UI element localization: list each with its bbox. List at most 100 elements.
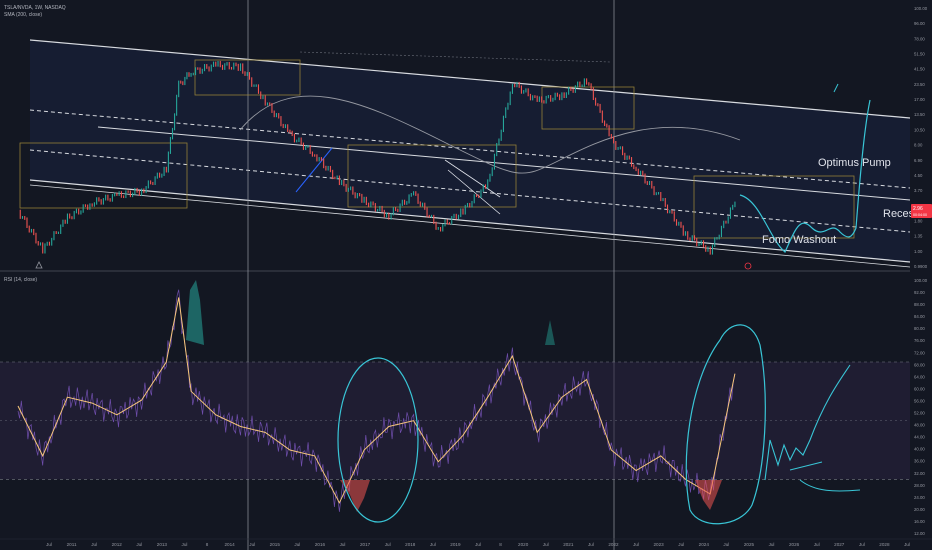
- price-axis-tick-label: 1.00: [914, 249, 923, 254]
- rsi-legend: RSI (14, close): [4, 277, 37, 284]
- time-axis-label: Jul: [430, 542, 436, 547]
- rsi-projection-scribble: [789, 461, 861, 492]
- time-axis-label: 2024: [699, 542, 710, 547]
- price-axis-bg: [910, 0, 932, 550]
- annotation-optimus-pump: Optimus Pump: [818, 157, 891, 169]
- price-axis-tick-label: 23.50: [914, 82, 925, 87]
- rsi-axis-tick-label: 40.00: [914, 447, 925, 452]
- rsi-axis-tick-label: 52.00: [914, 411, 925, 416]
- price-axis-tick-label: 17.00: [914, 97, 925, 102]
- symbol-title: TSLA/NVDA, 1W, NASDAQ: [4, 5, 66, 11]
- rsi-axis-tick-label: 68.00: [914, 362, 925, 367]
- price-axis-tick-label: 4.50: [914, 173, 923, 178]
- time-axis-label: 2018: [405, 542, 416, 547]
- time-axis-label: Jul: [723, 542, 729, 547]
- price-axis-tick-label: 6.90: [914, 158, 923, 163]
- price-axis-tick-label: 1.35: [914, 234, 923, 239]
- price-axis-tick-label: 51.50: [914, 52, 925, 57]
- price-axis-tick-label: 100.00: [914, 6, 928, 11]
- wedge-line-1: [444, 159, 501, 198]
- time-axis-label: Jul: [385, 542, 391, 547]
- time-axis-label: 2013: [157, 542, 168, 547]
- time-axis-label: Jul: [678, 542, 684, 547]
- projection-tick: [833, 83, 839, 93]
- time-axis-label: Jul: [633, 542, 639, 547]
- rsi-axis-tick-label: 80.00: [914, 326, 925, 331]
- price-axis-tick-label: 13.50: [914, 112, 925, 117]
- time-axis-label: Jul: [182, 542, 188, 547]
- price-axis-tick-label: 41.50: [914, 67, 925, 72]
- time-axis-label: Jul: [588, 542, 594, 547]
- rsi-axis-tick-label: 88.00: [914, 302, 925, 307]
- time-axis-label: 8: [206, 542, 209, 547]
- time-axis-label: Jul: [769, 542, 775, 547]
- wedge-line-2: [447, 169, 501, 215]
- channel-upper-line: [29, 39, 911, 119]
- current-price-countdown: 00:04:00: [913, 213, 927, 217]
- time-axis-label: 2015: [270, 542, 281, 547]
- time-axis-label: Jul: [814, 542, 820, 547]
- projection-path: [739, 99, 871, 253]
- time-axis-label: 2021: [563, 542, 574, 547]
- time-axis-label: Jul: [249, 542, 255, 547]
- rsi-axis-tick-label: 24.00: [914, 495, 925, 500]
- rsi-axis-tick-label: 56.00: [914, 398, 925, 403]
- time-axis-label: 2025: [744, 542, 755, 547]
- time-axis-label: 2028: [879, 542, 890, 547]
- time-axis-label: Jul: [136, 542, 142, 547]
- time-axis-label: Jul: [91, 542, 97, 547]
- oversold-circle-2: [685, 324, 766, 525]
- current-price-tag: [911, 204, 932, 218]
- rsi-projection-path: [764, 364, 851, 481]
- consolidation-box-4: [541, 86, 635, 130]
- annotation-fomo-washout: Fomo Washout: [762, 234, 836, 246]
- time-axis-label: Jul: [904, 542, 910, 547]
- consolidation-box-2: [194, 59, 301, 96]
- channel-lower-line: [29, 179, 911, 263]
- time-axis-label: 2027: [834, 542, 845, 547]
- time-axis-label: Jul: [859, 542, 865, 547]
- time-axis-label: 2026: [789, 542, 800, 547]
- price-axis-tick-label: 0.9900: [914, 264, 928, 269]
- rsi-axis-tick-label: 12.00: [914, 531, 925, 536]
- time-axis-label: 2017: [360, 542, 371, 547]
- channel-mid-line: [97, 126, 911, 201]
- channel-dash-upper: [29, 109, 911, 189]
- price-axis-tick-label: 8.00: [914, 143, 923, 148]
- time-axis-label: 2019: [450, 542, 461, 547]
- rsi-oversold-fill-2: [695, 480, 722, 510]
- sma-200-line: [239, 95, 741, 174]
- time-axis-label: 2022: [608, 542, 619, 547]
- time-axis-label: Jul: [475, 542, 481, 547]
- rsi-axis-tick-label: 84.00: [914, 314, 925, 319]
- current-price-label: 2.96: [913, 206, 923, 212]
- time-axis-label: 2011: [67, 542, 77, 547]
- time-axis-label: 8: [499, 542, 502, 547]
- oversold-circle-1: [337, 357, 419, 523]
- time-axis-label: Jul: [340, 542, 346, 547]
- rsi-axis-tick-label: 48.00: [914, 423, 925, 428]
- rsi-axis-tick-label: 76.00: [914, 338, 925, 343]
- time-axis-label: 2016: [315, 542, 326, 547]
- price-axis-tick-label: 10.50: [914, 127, 925, 132]
- blue-trendline: [295, 147, 333, 193]
- rsi-axis-tick-label: 32.00: [914, 471, 925, 476]
- tradingview-logo-icon: [35, 261, 43, 269]
- rsi-axis-tick-label: 100.00: [914, 278, 928, 283]
- rsi-axis-tick-label: 72.00: [914, 350, 925, 355]
- rsi-oversold-fill-1: [340, 480, 370, 512]
- time-axis-label: Jul: [294, 542, 300, 547]
- rsi-axis-tick-label: 20.00: [914, 507, 925, 512]
- rsi-ma-line: [17, 297, 736, 504]
- consolidation-box-3: [347, 144, 517, 208]
- sma-legend: SMA (200, close): [4, 12, 43, 18]
- rsi-axis-tick-label: 36.00: [914, 459, 925, 464]
- channel-lower-line-2: [29, 184, 911, 268]
- rsi-title: RSI (14, close): [4, 277, 38, 283]
- rsi-line: [17, 289, 736, 512]
- price-axis-tick-label: 1.80: [914, 218, 923, 223]
- time-axis-label: Jul: [543, 542, 549, 547]
- time-axis-label: 2012: [112, 542, 123, 547]
